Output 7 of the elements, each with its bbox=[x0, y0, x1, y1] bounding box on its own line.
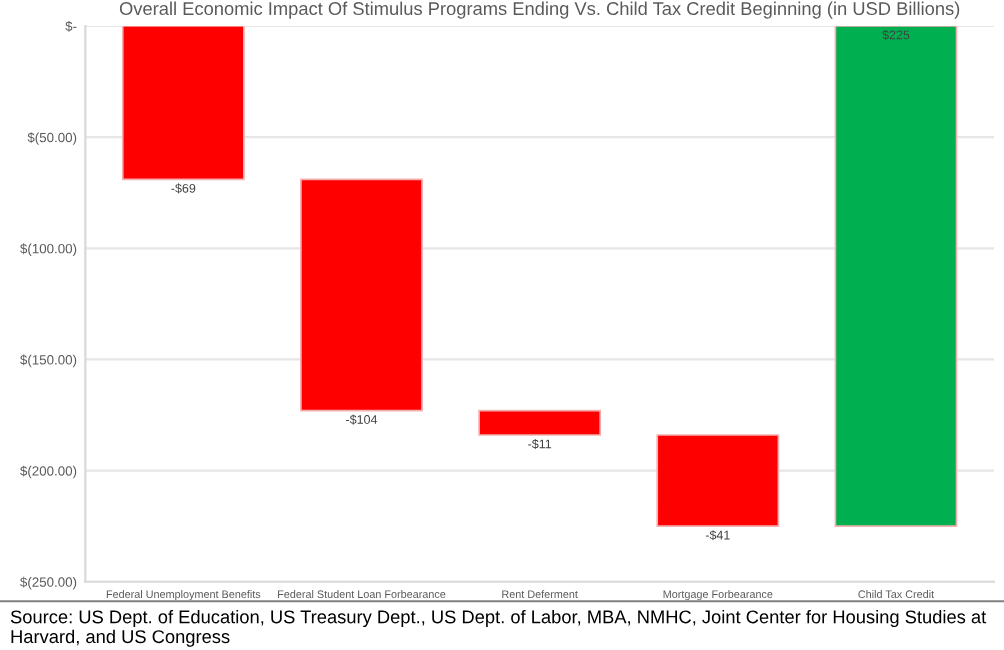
chart-title: Overall Economic Impact Of Stimulus Programs Ending Vs. Child Tax Credit Beginning (in USD Billions) bbox=[119, 1, 960, 19]
source-note: Source: US Dept. of Education, US Treasury Dept., US Dept. of Labor, MBA, NMHC, Joint Center for Housing Studies at Harvard, and US Congress bbox=[10, 609, 987, 647]
bar bbox=[478, 409, 602, 436]
bar bbox=[300, 178, 423, 412]
bar bbox=[121, 26, 245, 181]
bar bbox=[834, 26, 958, 528]
bar bbox=[656, 434, 780, 528]
